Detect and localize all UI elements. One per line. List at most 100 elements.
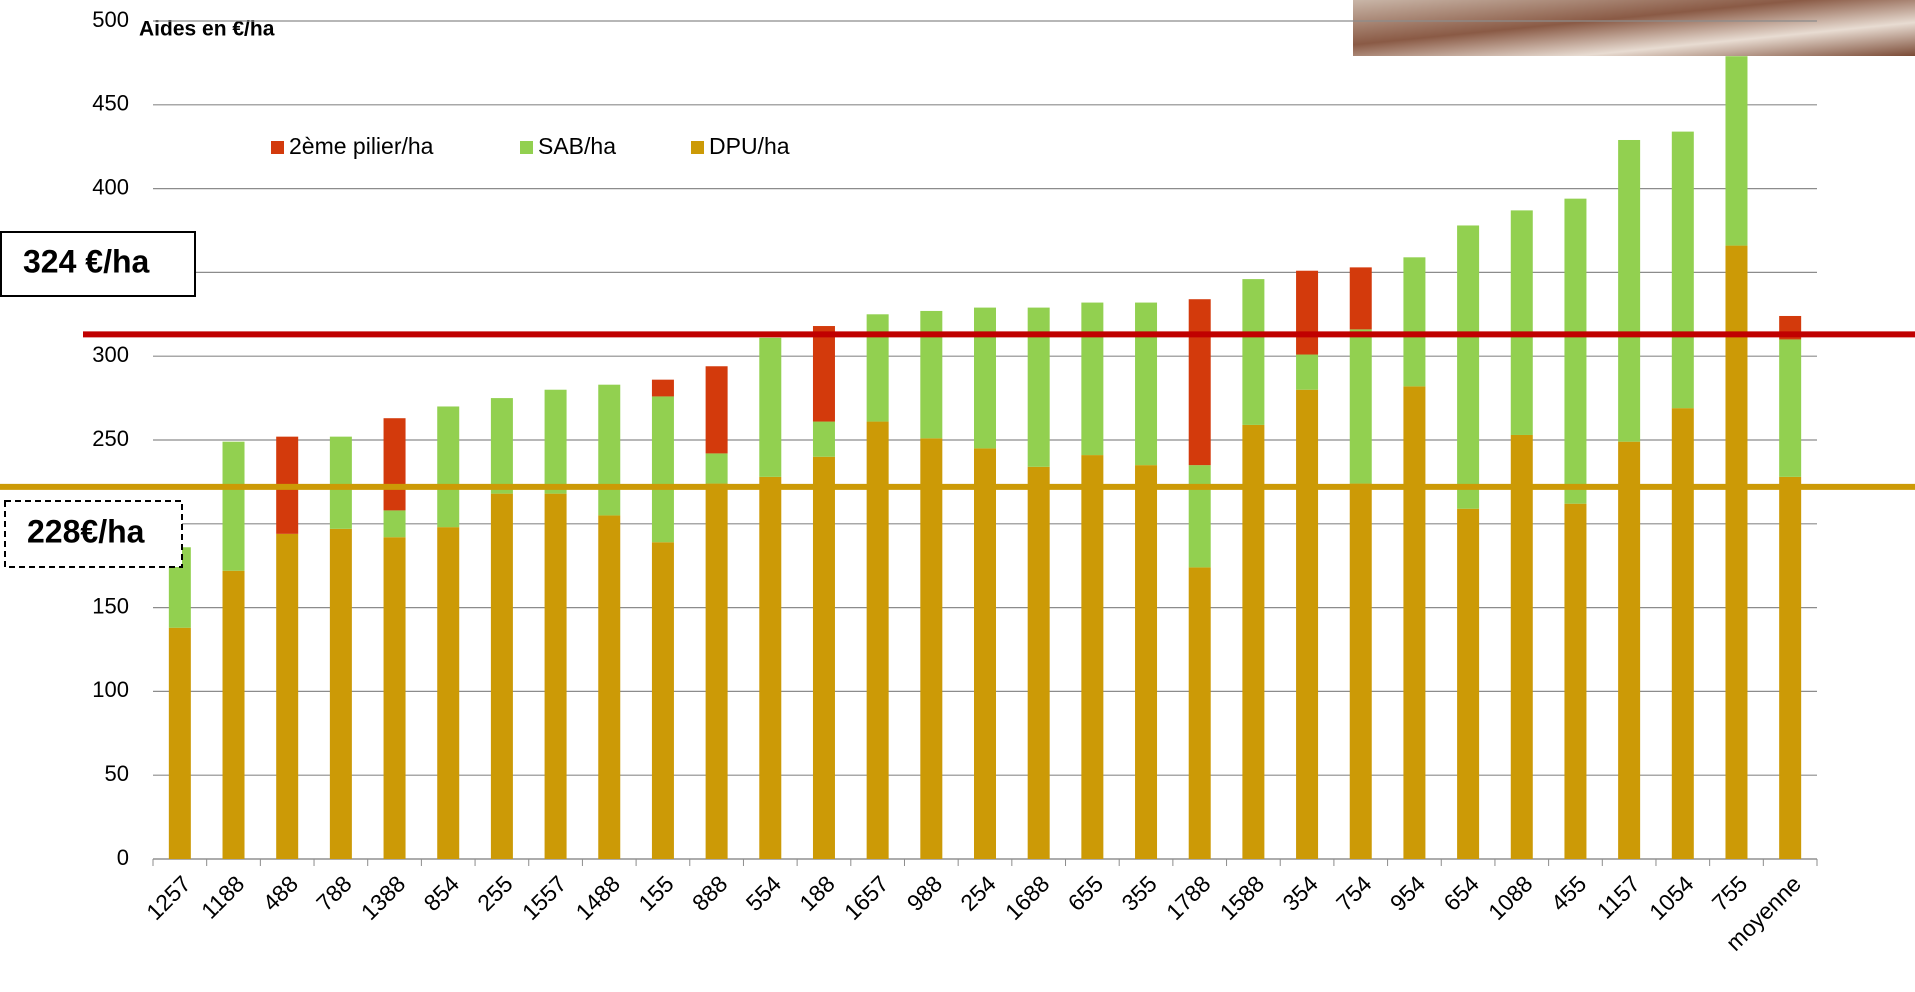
bar-segment (759, 337, 782, 477)
bar-segment (1296, 389, 1319, 859)
legend-swatch (271, 141, 284, 154)
bar-segment (544, 389, 567, 494)
bar-segment (544, 493, 567, 859)
bar-segment (598, 384, 621, 516)
y-tick-label: 400 (92, 174, 129, 199)
bar-segment (759, 476, 782, 859)
x-tick-label: 755 (1707, 870, 1753, 916)
x-tick-label: 254 (955, 870, 1001, 916)
bar-segment (1027, 466, 1050, 859)
bar-segment (383, 510, 406, 538)
bar-segment (812, 326, 835, 422)
y-tick-label: 500 (92, 7, 129, 32)
x-tick-label: 1557 (517, 870, 572, 925)
bar-segment (168, 627, 191, 859)
x-tick-label: 888 (687, 870, 733, 916)
bar-segment (1618, 441, 1641, 859)
bar-segment (974, 307, 996, 449)
bar-segment (1188, 567, 1211, 859)
bar-segment (1457, 225, 1480, 509)
bar-segment (920, 438, 943, 859)
x-tick-label: 1088 (1483, 870, 1538, 925)
x-tick-label: 1188 (196, 870, 249, 923)
x-tick-label: 1588 (1215, 870, 1270, 925)
bar-segment (437, 406, 460, 528)
bar-segment (1779, 476, 1802, 859)
y-tick-label: 300 (92, 342, 129, 367)
bar-segment (1242, 279, 1265, 425)
y-tick-label: 0 (117, 845, 129, 870)
legend-label: DPU/ha (709, 133, 790, 159)
bar-segment (812, 421, 835, 457)
bar-segment (1403, 257, 1426, 387)
bar-segment (1135, 465, 1158, 859)
bar-segment (866, 314, 889, 422)
bar-segment (276, 533, 299, 859)
bar-segment (1671, 131, 1694, 409)
bar-segment (1564, 503, 1587, 859)
reference-label: 324 €/ha (23, 243, 150, 279)
x-tick-label: 1488 (571, 870, 626, 925)
bar-segment (222, 441, 245, 571)
bar-segment (1779, 339, 1802, 477)
legend-label: SAB/ha (538, 133, 616, 159)
bar-segment (329, 528, 352, 859)
bar-segment (705, 453, 728, 484)
bar-segment (437, 527, 460, 859)
legend-swatch (520, 141, 533, 154)
x-tick-label: 654 (1438, 870, 1484, 916)
y-tick-label: 100 (92, 677, 129, 702)
reference-label-box (0, 231, 196, 297)
bar-segment (1027, 307, 1050, 467)
bar-segment (329, 436, 352, 529)
x-tick-label: 354 (1277, 870, 1323, 916)
bar-segment (598, 515, 621, 859)
x-tick-label: 1157 (1592, 870, 1645, 923)
bar-segment (1349, 267, 1372, 330)
bar-segment (1188, 465, 1211, 568)
x-tick-label: 854 (419, 870, 465, 916)
x-tick-label: 255 (472, 870, 518, 916)
x-tick-label: 754 (1331, 870, 1377, 916)
reference-label: 228€/ha (27, 513, 145, 549)
y-tick-label: 50 (105, 761, 129, 786)
bar-segment (1296, 270, 1319, 355)
y-tick-label: 150 (92, 593, 129, 618)
bar-segment (651, 542, 674, 859)
bar-segment (1725, 245, 1748, 860)
bar-segment (1725, 56, 1748, 246)
bar-segment (1349, 329, 1372, 484)
bar-segment (974, 448, 996, 859)
bar-segment (1081, 302, 1104, 456)
x-tick-label: 1657 (839, 870, 894, 925)
bar-segment (651, 379, 674, 397)
chart-title: Aides en €/ha (139, 18, 275, 41)
y-tick-label: 250 (92, 426, 129, 451)
x-tick-label: 1257 (141, 870, 196, 925)
bar-segment (1457, 508, 1480, 859)
bar-segment (1403, 386, 1426, 859)
bar-segment (651, 396, 674, 543)
bar-segment (812, 456, 835, 859)
photo (1353, 0, 1915, 56)
bar-segment (1242, 424, 1265, 859)
legend-swatch (691, 141, 704, 154)
bar-segment (1081, 455, 1104, 859)
bar-segment (705, 483, 728, 859)
x-tick-label: 155 (633, 870, 679, 916)
bar-segment (920, 310, 943, 439)
bar-segment (1135, 302, 1158, 466)
x-tick-label: 1388 (356, 870, 411, 925)
bar-segment (705, 366, 728, 454)
bar-segment (383, 418, 406, 511)
x-tick-label: 1054 (1644, 870, 1699, 925)
bar-segment (222, 570, 245, 859)
bar-segment (1618, 139, 1641, 442)
x-tick-label: 554 (741, 870, 787, 916)
reference-label-box (4, 500, 183, 568)
x-tick-label: 188 (794, 870, 840, 916)
x-tick-label: 355 (1116, 870, 1162, 916)
bar-segment (383, 537, 406, 859)
x-tick-label: 655 (1063, 870, 1109, 916)
